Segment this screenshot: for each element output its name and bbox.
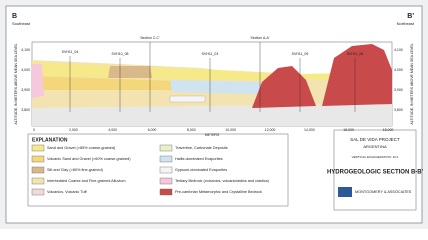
well-label: Section C-C' <box>140 36 160 40</box>
legend-label: Gypsum-dominated Evaporites <box>175 168 227 172</box>
legend-label: Halite-dominated Evaporites <box>175 157 223 161</box>
y-tick-label: 4,100 <box>394 48 403 52</box>
legend-swatch <box>159 188 173 196</box>
project: SAL DE VIDA PROJECT <box>350 137 400 142</box>
x-tick-label: 10,000 <box>225 128 236 132</box>
well-label: Section A-A' <box>251 36 270 40</box>
end-label: B <box>12 13 17 20</box>
well-label: SVH11_03 <box>202 52 219 56</box>
y-tick-label: 3,800 <box>394 108 403 112</box>
legend-swatch <box>31 144 45 152</box>
x-tick-label: 12,000 <box>265 128 276 132</box>
legend-swatch <box>159 144 173 152</box>
company: MONTGOMERY & ASSOCIATES <box>355 190 412 194</box>
bedrock <box>322 44 392 106</box>
y-tick-label: 4,000 <box>21 68 30 72</box>
legend-swatch <box>31 155 45 163</box>
axis-label: ALTITUDE, IN METERS ABOVE MEAN SEA LEVEL <box>410 43 414 124</box>
legend-swatch <box>159 155 173 163</box>
x-axis-label: METERS <box>205 133 220 137</box>
legend-swatch <box>31 177 45 185</box>
legend-label: Silt and Clay (>80% fine-grained) <box>47 168 104 172</box>
end-label: B' <box>407 13 414 20</box>
x-tick-label: 6,000 <box>148 128 157 132</box>
legend-swatch <box>159 177 173 185</box>
legend-swatch <box>159 166 173 174</box>
legend-title: EXPLANATION <box>32 137 68 143</box>
x-tick-label: 18,000 <box>383 128 394 132</box>
legend-label: Pre-cambrian Metamorphic and Crystalline… <box>175 190 262 194</box>
x-tick-label: 14,000 <box>304 128 315 132</box>
y-tick-label: 3,800 <box>21 108 30 112</box>
halite <box>170 80 262 94</box>
country: ARGENTINA <box>363 144 387 149</box>
direction: Southeast <box>12 21 31 26</box>
well-label: SVH11_05 <box>292 52 309 56</box>
legend-label: Volcanics, Volcanic Tuff <box>47 190 88 194</box>
well-label: SVH11_04 <box>62 50 79 54</box>
x-tick-label: 16,000 <box>343 128 354 132</box>
legend-label: Sand and Gravel (>85% coarse-grained) <box>47 146 116 150</box>
gypsum <box>169 95 206 103</box>
logo <box>338 187 352 197</box>
direction: Northeast <box>397 21 415 26</box>
x-tick-label: 0 <box>33 128 35 132</box>
x-tick-label: 2,000 <box>69 128 78 132</box>
exaggeration: VERTICAL EXAGGERATION: 10:1 <box>352 155 399 159</box>
y-tick-label: 4,000 <box>394 68 403 72</box>
silt <box>108 66 152 78</box>
legend-swatch <box>31 166 45 174</box>
legend-label: Volcanic Sand and Gravel (>60% coarse-gr… <box>47 157 131 161</box>
y-tick-label: 4,100 <box>21 48 30 52</box>
sheet-title: HYDROGEOLOGIC SECTION B-B' <box>327 170 424 176</box>
tertiary <box>32 64 44 98</box>
well-label: SVH10_08 <box>112 52 129 56</box>
legend-label: Tertiary Bedrock (volcanics, volcaniclas… <box>175 179 270 183</box>
legend-label: Interbedded Coarse and Fine-grained Allu… <box>47 179 126 183</box>
axis-label: ALTITUDE, IN METERS ABOVE MEAN SEA LEVEL <box>14 43 18 124</box>
y-tick-label: 3,900 <box>21 88 30 92</box>
deep-fill <box>32 104 392 126</box>
legend-label: Travertine, Carbonate Deposits <box>175 146 228 150</box>
well-label: SVH11_06 <box>347 52 364 56</box>
x-tick-label: 4,000 <box>108 128 117 132</box>
x-tick-label: 8,000 <box>187 128 196 132</box>
legend-swatch <box>31 188 45 196</box>
legend-frame <box>27 133 289 207</box>
y-tick-label: 3,900 <box>394 88 403 92</box>
